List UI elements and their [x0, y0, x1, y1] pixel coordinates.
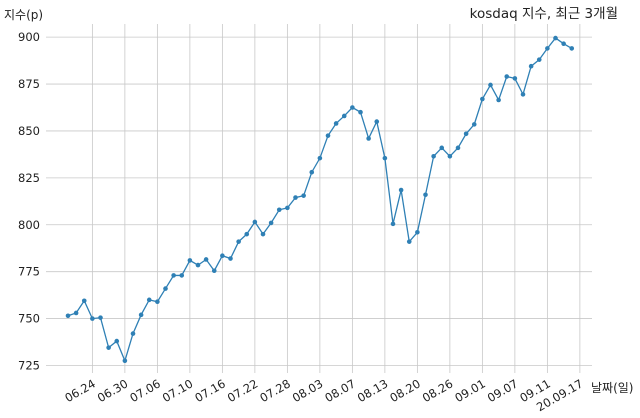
data-point — [488, 82, 493, 88]
data-point — [285, 205, 290, 211]
data-point — [317, 155, 323, 161]
data-point — [512, 76, 518, 81]
y-tick-labels: 725 750 775 800 825 850 875 900 — [18, 30, 40, 372]
data-point — [187, 258, 193, 263]
data-point — [228, 256, 233, 261]
y-tick-label: 825 — [18, 171, 40, 185]
data-point — [276, 207, 282, 213]
data-point — [504, 74, 510, 79]
data-point — [382, 155, 388, 161]
data-point — [260, 231, 266, 237]
data-point — [220, 253, 225, 259]
grid — [46, 24, 592, 373]
x-axis-label: 날짜(일) — [591, 381, 633, 395]
data-point — [309, 169, 315, 175]
x-tick-label: 07.28 — [257, 376, 293, 405]
data-point — [390, 221, 396, 227]
data-point — [496, 97, 501, 103]
data-point — [520, 92, 526, 97]
data-point — [73, 310, 79, 316]
data-point — [431, 153, 436, 159]
data-point — [406, 239, 412, 244]
x-tick-label: 08.20 — [387, 376, 423, 405]
x-tick-label: 06.30 — [95, 376, 131, 405]
data-point — [146, 297, 152, 303]
data-point — [325, 133, 331, 138]
x-tick-label: 08.03 — [290, 376, 326, 405]
series-points — [65, 35, 575, 364]
data-point — [463, 131, 469, 137]
data-point — [268, 220, 274, 226]
y-tick-label: 875 — [18, 77, 40, 91]
y-tick-label: 850 — [18, 124, 40, 138]
data-point — [341, 113, 347, 119]
data-point — [179, 273, 185, 278]
data-point — [561, 41, 566, 47]
y-tick-label: 775 — [18, 265, 40, 279]
data-point — [203, 257, 209, 262]
data-point — [195, 262, 201, 268]
data-point — [545, 46, 550, 51]
data-point — [398, 187, 404, 193]
x-tick-label: 08.26 — [420, 376, 456, 405]
data-point — [350, 105, 355, 110]
data-point — [447, 153, 453, 159]
data-point — [98, 315, 103, 320]
x-tick-label: 09.01 — [452, 376, 488, 405]
data-point — [301, 193, 306, 198]
data-point — [155, 299, 160, 304]
data-point — [471, 122, 477, 127]
data-point — [333, 121, 339, 126]
data-point — [455, 145, 461, 151]
data-point — [81, 298, 87, 304]
x-tick-label: 08.13 — [355, 376, 391, 405]
y-tick-label: 725 — [18, 358, 40, 372]
data-point — [90, 316, 95, 321]
y-tick-label: 750 — [18, 312, 40, 326]
data-point — [130, 331, 136, 336]
x-tick-label: 07.16 — [192, 376, 228, 405]
data-point — [236, 239, 241, 244]
data-point — [138, 312, 144, 318]
data-point — [171, 273, 176, 278]
data-point — [553, 35, 558, 41]
data-point — [480, 96, 485, 102]
x-tick-label: 08.07 — [322, 376, 358, 405]
data-point — [415, 229, 420, 235]
x-tick-label: 07.22 — [225, 376, 261, 405]
y-axis-label: 지수(p) — [4, 8, 43, 22]
y-tick-label: 800 — [18, 218, 40, 232]
x-tick-label: 06.24 — [62, 376, 98, 405]
data-point — [122, 358, 128, 364]
data-point — [374, 119, 380, 124]
data-point — [358, 109, 363, 115]
data-point — [569, 46, 575, 51]
data-point — [293, 195, 298, 200]
data-point — [211, 268, 217, 274]
data-point — [244, 231, 250, 237]
y-tick-label: 900 — [18, 30, 40, 44]
data-point — [163, 286, 168, 291]
x-tick-label: 07.06 — [127, 376, 163, 405]
x-tick-label: 09.07 — [485, 376, 521, 405]
data-point — [106, 345, 111, 350]
data-point — [366, 136, 371, 141]
data-point — [536, 57, 542, 62]
data-point — [65, 313, 71, 319]
data-point — [252, 219, 258, 225]
data-point — [114, 338, 120, 344]
x-tick-labels: 06.2406.3007.0607.1007.1607.2207.2808.03… — [62, 376, 585, 414]
chart-title: kosdaq 지수, 최근 3개월 — [470, 6, 618, 22]
data-point — [439, 145, 445, 151]
data-point — [423, 192, 428, 198]
x-tick-label: 07.10 — [160, 376, 196, 405]
data-point — [528, 63, 534, 69]
